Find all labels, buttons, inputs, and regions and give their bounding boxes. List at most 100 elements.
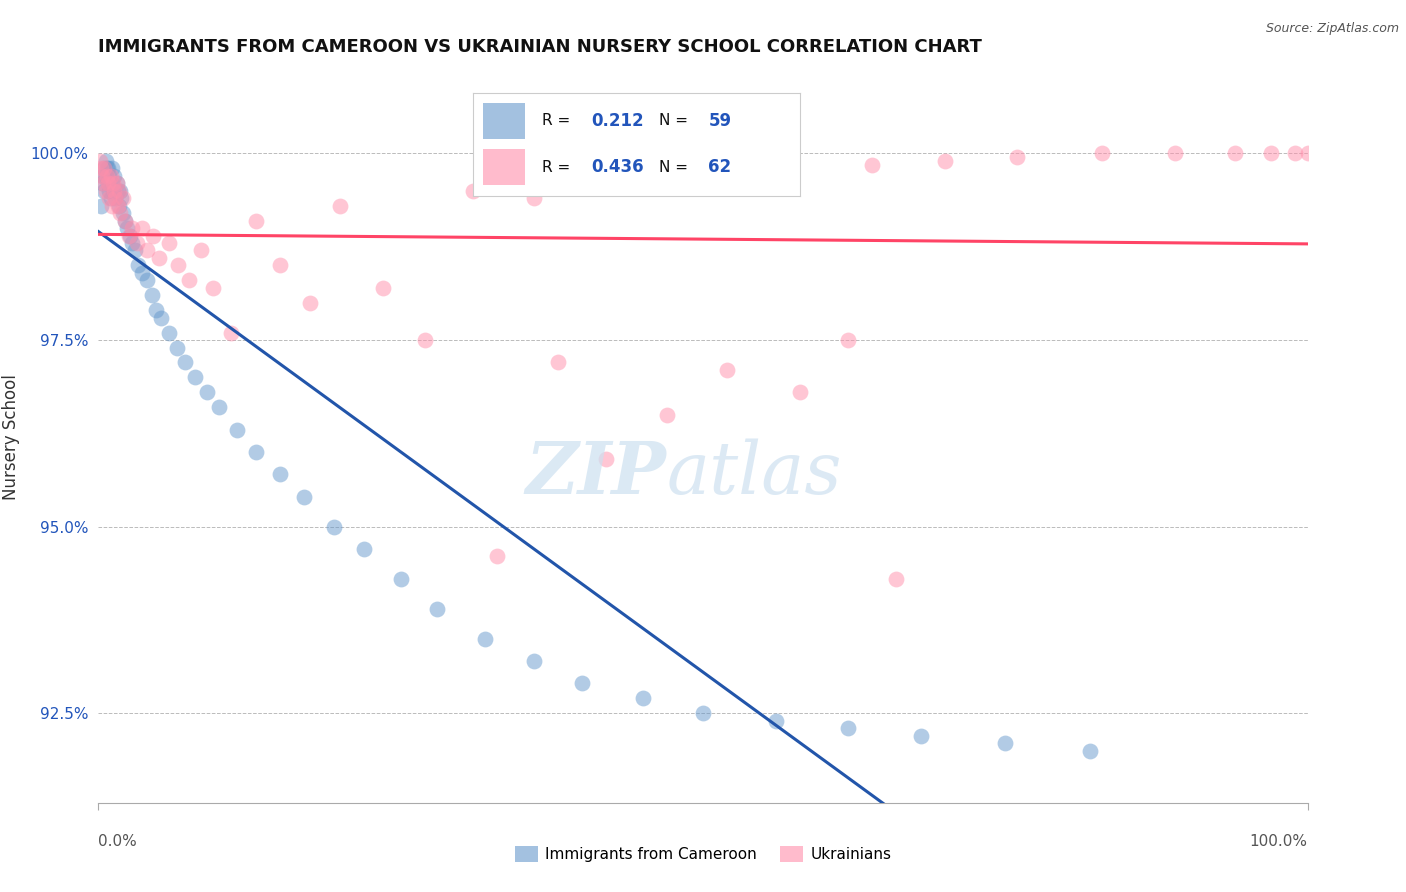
- Point: [93, 184, 115, 198]
- Point: [101, 184, 124, 198]
- Point: [89, 153, 111, 168]
- Text: 100.0%: 100.0%: [1250, 834, 1308, 849]
- Point: [221, 326, 243, 340]
- Point: [157, 326, 180, 340]
- Legend: Immigrants from Cameroon, Ukrainians: Immigrants from Cameroon, Ukrainians: [509, 840, 897, 868]
- Point: [103, 184, 125, 198]
- Point: [426, 601, 449, 615]
- Point: [184, 370, 207, 384]
- Point: [571, 177, 593, 191]
- Point: [323, 519, 346, 533]
- Point: [150, 310, 173, 325]
- Point: [595, 452, 617, 467]
- Point: [269, 467, 291, 482]
- Point: [190, 244, 212, 258]
- Point: [97, 177, 120, 191]
- Point: [299, 295, 322, 310]
- Point: [91, 169, 114, 183]
- Point: [103, 169, 125, 183]
- Point: [716, 363, 738, 377]
- Point: [523, 191, 546, 205]
- Point: [135, 273, 157, 287]
- Point: [631, 169, 654, 183]
- Point: [121, 221, 143, 235]
- Point: [142, 228, 165, 243]
- Point: [98, 169, 121, 183]
- Point: [371, 281, 394, 295]
- Text: atlas: atlas: [666, 438, 842, 509]
- Point: [100, 161, 122, 176]
- Point: [100, 199, 122, 213]
- Point: [131, 221, 153, 235]
- Point: [108, 184, 131, 198]
- Point: [108, 206, 131, 220]
- Point: [131, 266, 153, 280]
- Point: [98, 191, 121, 205]
- Point: [107, 199, 129, 213]
- Point: [98, 184, 121, 198]
- Point: [141, 288, 163, 302]
- Point: [167, 259, 190, 273]
- Point: [837, 721, 859, 735]
- Point: [135, 244, 157, 258]
- Point: [110, 191, 132, 205]
- Point: [1163, 146, 1185, 161]
- Point: [413, 333, 436, 347]
- Point: [1284, 146, 1306, 161]
- Point: [91, 177, 114, 191]
- Point: [127, 235, 149, 250]
- Point: [208, 401, 231, 415]
- Point: [179, 273, 201, 287]
- Point: [789, 385, 811, 400]
- Point: [486, 549, 509, 564]
- Point: [226, 423, 249, 437]
- Point: [245, 213, 267, 227]
- Point: [704, 161, 727, 176]
- Point: [118, 228, 141, 243]
- Point: [174, 355, 197, 369]
- Point: [91, 169, 114, 183]
- Point: [1223, 146, 1246, 161]
- Point: [90, 199, 112, 213]
- Point: [90, 161, 112, 176]
- Point: [523, 654, 546, 668]
- Point: [107, 184, 129, 198]
- Point: [121, 235, 143, 250]
- Point: [100, 169, 122, 183]
- Text: Source: ZipAtlas.com: Source: ZipAtlas.com: [1265, 22, 1399, 36]
- Point: [94, 169, 117, 183]
- Point: [1078, 743, 1101, 757]
- Point: [127, 259, 149, 273]
- Point: [94, 184, 117, 198]
- Point: [97, 161, 120, 176]
- Point: [93, 161, 115, 176]
- Point: [692, 706, 714, 721]
- Point: [93, 161, 115, 176]
- Point: [765, 714, 787, 728]
- Point: [108, 199, 131, 213]
- Point: [547, 355, 569, 369]
- Point: [1260, 146, 1282, 161]
- Point: [292, 490, 315, 504]
- Point: [97, 177, 120, 191]
- Point: [111, 191, 134, 205]
- Point: [910, 729, 932, 743]
- Point: [934, 153, 956, 168]
- Point: [96, 161, 118, 176]
- Point: [195, 385, 218, 400]
- Point: [886, 572, 908, 586]
- Point: [655, 408, 678, 422]
- Point: [101, 177, 124, 191]
- Point: [860, 158, 883, 172]
- Text: ZIP: ZIP: [526, 438, 666, 509]
- Point: [776, 153, 799, 168]
- Point: [1007, 150, 1029, 164]
- Point: [157, 235, 180, 250]
- Point: [148, 251, 170, 265]
- Point: [91, 177, 114, 191]
- Point: [353, 542, 375, 557]
- Point: [202, 281, 225, 295]
- Point: [114, 213, 136, 227]
- Point: [329, 199, 352, 213]
- Point: [105, 177, 128, 191]
